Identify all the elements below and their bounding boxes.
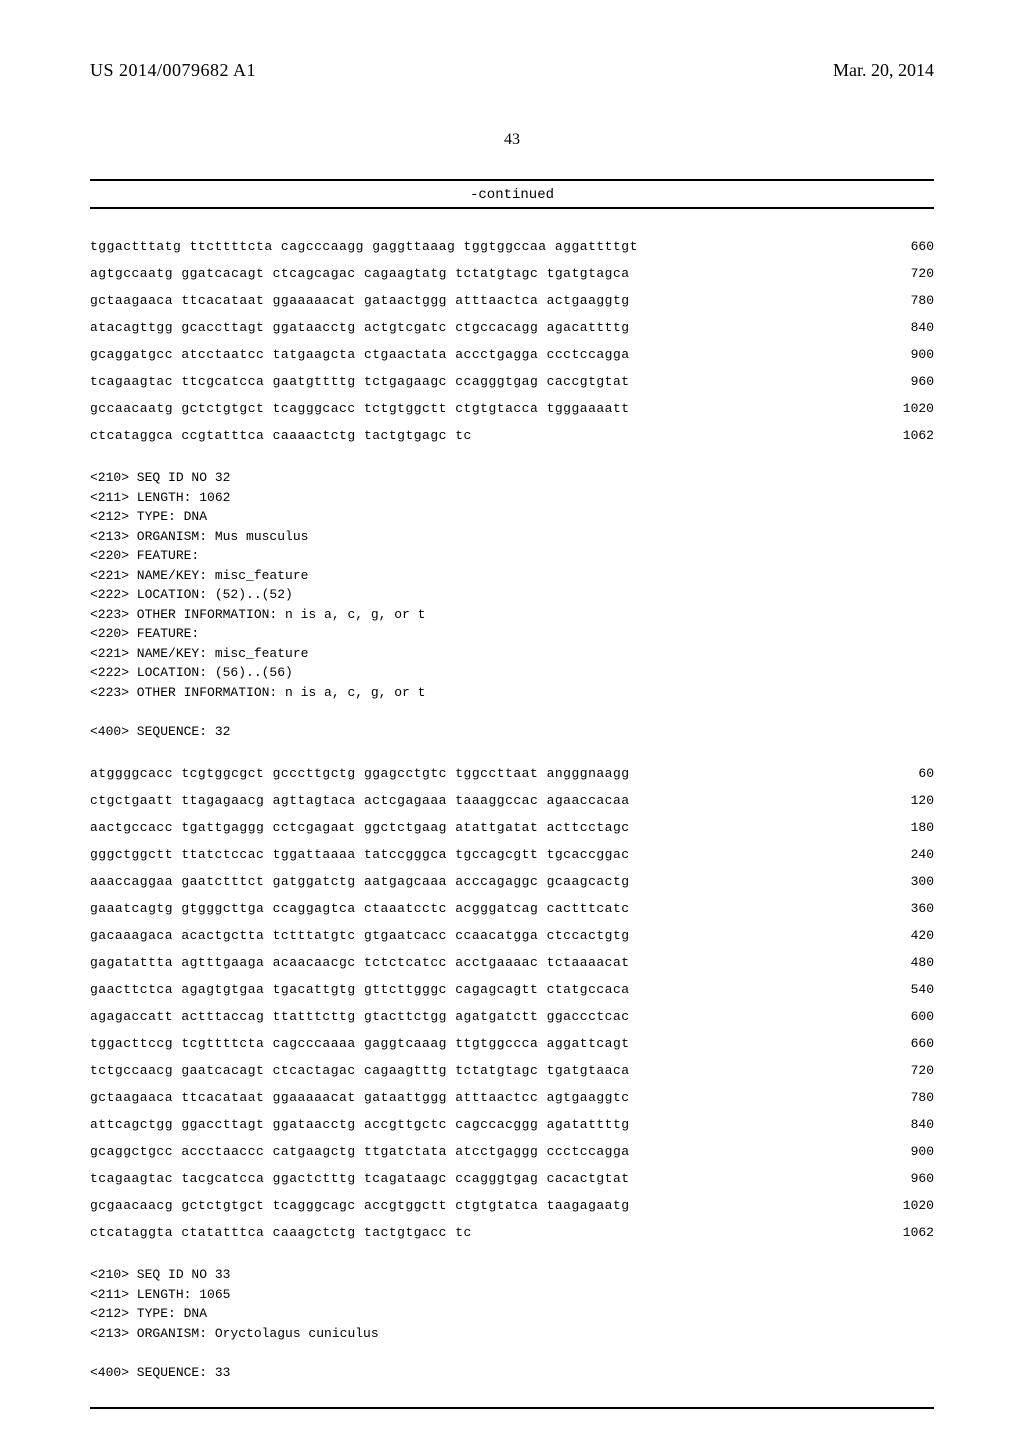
sequence-row: agtgccaatg ggatcacagt ctcagcagac cagaagt… [90, 266, 934, 281]
sequence-text: tggacttccg tcgttttcta cagcccaaaa gaggtca… [90, 1036, 630, 1051]
sequence-row: gaaatcagtg gtgggcttga ccaggagtca ctaaatc… [90, 901, 934, 916]
sequence-position: 660 [891, 239, 934, 254]
sequence-text: atggggcacc tcgtggcgct gcccttgctg ggagcct… [90, 766, 630, 781]
sequence-text: gaaatcagtg gtgggcttga ccaggagtca ctaaatc… [90, 901, 630, 916]
sequence-text: atacagttgg gcaccttagt ggataacctg actgtcg… [90, 320, 630, 335]
sequence-position: 420 [891, 928, 934, 943]
sequence-text: ctcataggta ctatatttca caaagctctg tactgtg… [90, 1225, 472, 1240]
sequence-position: 720 [891, 266, 934, 281]
sequence-text: ctgctgaatt ttagagaacg agttagtaca actcgag… [90, 793, 630, 808]
sequence-row: ctgctgaatt ttagagaacg agttagtaca actcgag… [90, 793, 934, 808]
sequence-row: ctcataggta ctatatttca caaagctctg tactgtg… [90, 1225, 934, 1240]
sequence-position: 240 [891, 847, 934, 862]
sequence-text: attcagctgg ggaccttagt ggataacctg accgttg… [90, 1117, 630, 1132]
sequence-row: aaaccaggaa gaatctttct gatggatctg aatgagc… [90, 874, 934, 889]
sequence-row: gacaaagaca acactgctta tctttatgtc gtgaatc… [90, 928, 934, 943]
sequence-position: 300 [891, 874, 934, 889]
sequence-text: tcagaagtac ttcgcatcca gaatgttttg tctgaga… [90, 374, 630, 389]
sequence-text: gcaggctgcc accctaaccc catgaagctg ttgatct… [90, 1144, 630, 1159]
sequence-position: 720 [891, 1063, 934, 1078]
sequence-text: tcagaagtac tacgcatcca ggactctttg tcagata… [90, 1171, 630, 1186]
sequence-text: agagaccatt actttaccag ttatttcttg gtacttc… [90, 1009, 630, 1024]
sequence-text: aaaccaggaa gaatctttct gatggatctg aatgagc… [90, 874, 630, 889]
sequence-block-31-tail: tggactttatg ttcttttcta cagcccaagg gaggtt… [90, 239, 934, 443]
sequence-position: 480 [891, 955, 934, 970]
sequence-row: aactgccacc tgattgaggg cctcgagaat ggctctg… [90, 820, 934, 835]
sequence-position: 840 [891, 320, 934, 335]
publication-number: US 2014/0079682 A1 [90, 60, 256, 81]
sequence-text: agtgccaatg ggatcacagt ctcagcagac cagaagt… [90, 266, 630, 281]
bottom-rule [90, 1407, 934, 1409]
sequence-row: tggactttatg ttcttttcta cagcccaagg gaggtt… [90, 239, 934, 254]
sequence-row: tggacttccg tcgttttcta cagcccaaaa gaggtca… [90, 1036, 934, 1051]
seq-33-metadata: <210> SEQ ID NO 33 <211> LENGTH: 1065 <2… [90, 1265, 934, 1382]
sequence-row: ctcataggca ccgtatttca caaaactctg tactgtg… [90, 428, 934, 443]
sequence-position: 120 [891, 793, 934, 808]
sequence-text: tggactttatg ttcttttcta cagcccaagg gaggtt… [90, 239, 638, 254]
sequence-text: tctgccaacg gaatcacagt ctcactagac cagaagt… [90, 1063, 630, 1078]
sequence-position: 780 [891, 293, 934, 308]
sequence-row: gctaagaaca ttcacataat ggaaaaacat gataact… [90, 293, 934, 308]
sequence-position: 360 [891, 901, 934, 916]
sequence-text: gctaagaaca ttcacataat ggaaaaacat gataatt… [90, 1090, 630, 1105]
sequence-text: ctcataggca ccgtatttca caaaactctg tactgtg… [90, 428, 472, 443]
sequence-row: tctgccaacg gaatcacagt ctcactagac cagaagt… [90, 1063, 934, 1078]
sequence-position: 1062 [883, 428, 934, 443]
sequence-block-32: atggggcacc tcgtggcgct gcccttgctg ggagcct… [90, 766, 934, 1240]
sequence-row: tcagaagtac tacgcatcca ggactctttg tcagata… [90, 1171, 934, 1186]
sequence-row: gcaggatgcc atcctaatcc tatgaagcta ctgaact… [90, 347, 934, 362]
sequence-row: gctaagaaca ttcacataat ggaaaaacat gataatt… [90, 1090, 934, 1105]
sequence-row: gccaacaatg gctctgtgct tcagggcacc tctgtgg… [90, 401, 934, 416]
sequence-position: 1020 [883, 1198, 934, 1213]
sequence-row: gcaggctgcc accctaaccc catgaagctg ttgatct… [90, 1144, 934, 1159]
sequence-row: tcagaagtac ttcgcatcca gaatgttttg tctgaga… [90, 374, 934, 389]
sequence-text: gccaacaatg gctctgtgct tcagggcacc tctgtgg… [90, 401, 630, 416]
sequence-row: agagaccatt actttaccag ttatttcttg gtacttc… [90, 1009, 934, 1024]
sequence-position: 780 [891, 1090, 934, 1105]
sequence-position: 1020 [883, 401, 934, 416]
sequence-text: gggctggctt ttatctccac tggattaaaa tatccgg… [90, 847, 630, 862]
sequence-row: gcgaacaacg gctctgtgct tcagggcagc accgtgg… [90, 1198, 934, 1213]
sequence-position: 60 [898, 766, 934, 781]
sequence-row: gagatattta agtttgaaga acaacaacgc tctctca… [90, 955, 934, 970]
page-number: 43 [90, 131, 934, 149]
sequence-row: gaacttctca agagtgtgaa tgacattgtg gttcttg… [90, 982, 934, 997]
sequence-text: gcgaacaacg gctctgtgct tcagggcagc accgtgg… [90, 1198, 630, 1213]
continued-label: -continued [470, 187, 554, 203]
sequence-text: gacaaagaca acactgctta tctttatgtc gtgaatc… [90, 928, 630, 943]
sequence-position: 900 [891, 1144, 934, 1159]
sequence-position: 960 [891, 1171, 934, 1186]
sequence-row: atggggcacc tcgtggcgct gcccttgctg ggagcct… [90, 766, 934, 781]
sequence-position: 900 [891, 347, 934, 362]
seq-32-metadata: <210> SEQ ID NO 32 <211> LENGTH: 1062 <2… [90, 468, 934, 741]
sequence-text: gctaagaaca ttcacataat ggaaaaacat gataact… [90, 293, 630, 308]
sequence-position: 660 [891, 1036, 934, 1051]
sequence-row: gggctggctt ttatctccac tggattaaaa tatccgg… [90, 847, 934, 862]
sequence-text: aactgccacc tgattgaggg cctcgagaat ggctctg… [90, 820, 630, 835]
sequence-text: gagatattta agtttgaaga acaacaacgc tctctca… [90, 955, 630, 970]
sequence-row: attcagctgg ggaccttagt ggataacctg accgttg… [90, 1117, 934, 1132]
publication-date: Mar. 20, 2014 [833, 60, 934, 81]
sequence-row: atacagttgg gcaccttagt ggataacctg actgtcg… [90, 320, 934, 335]
sequence-text: gaacttctca agagtgtgaa tgacattgtg gttcttg… [90, 982, 630, 997]
continued-rule: -continued [90, 179, 934, 209]
sequence-position: 540 [891, 982, 934, 997]
sequence-position: 1062 [883, 1225, 934, 1240]
sequence-position: 180 [891, 820, 934, 835]
sequence-position: 600 [891, 1009, 934, 1024]
sequence-position: 960 [891, 374, 934, 389]
page-header: US 2014/0079682 A1 Mar. 20, 2014 [90, 60, 934, 81]
sequence-position: 840 [891, 1117, 934, 1132]
patent-page: US 2014/0079682 A1 Mar. 20, 2014 43 -con… [0, 0, 1024, 1449]
sequence-text: gcaggatgcc atcctaatcc tatgaagcta ctgaact… [90, 347, 630, 362]
